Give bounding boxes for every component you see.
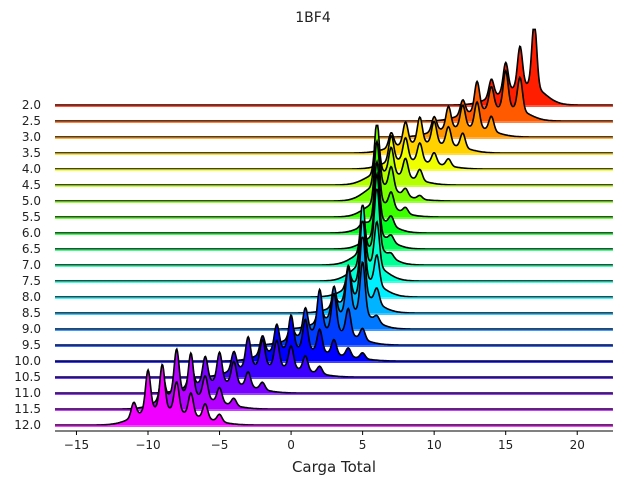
- ridge-line-10.0: [55, 313, 613, 362]
- ridge-line-9.0: [55, 260, 613, 330]
- x-tick-label: 0: [287, 438, 295, 452]
- y-tick-label: 11.0: [14, 386, 41, 400]
- ridge-line-9.5: [55, 287, 613, 346]
- ridge-line-4.0: [55, 134, 613, 170]
- ridge-line-2.5: [55, 69, 613, 122]
- ridge-line-12.0: [55, 362, 613, 426]
- y-tick-label: 2.5: [22, 114, 41, 128]
- ridge-line-3.0: [55, 100, 613, 138]
- ridge-line-6.5: [55, 171, 613, 250]
- y-tick-label: 7.0: [22, 258, 41, 272]
- x-tick-label: −15: [64, 438, 89, 452]
- ridge-area-3.0: [55, 102, 613, 137]
- ridge-line-7.0: [55, 188, 613, 266]
- ridge-line-4.5: [55, 127, 613, 186]
- y-tick-label: 10.0: [14, 354, 41, 368]
- y-tick-label: 5.5: [22, 210, 41, 224]
- ridge-area-2.5: [55, 70, 613, 121]
- y-tick-label: 9.5: [22, 338, 41, 352]
- ridge-area-6.0: [55, 161, 613, 233]
- y-tick-label: 4.0: [22, 162, 41, 176]
- x-tick-label: 10: [427, 438, 442, 452]
- y-tick-label: 2.0: [22, 98, 41, 112]
- ridge-area-2.0: [55, 29, 613, 105]
- x-tick-label: 15: [498, 438, 513, 452]
- chart-title: 1BF4: [295, 10, 331, 26]
- x-axis: −15 −10 −5 0 5 10 15 20: [55, 430, 613, 452]
- ridge-line-7.5: [55, 204, 613, 282]
- ridge-line-5.0: [55, 124, 613, 202]
- ridge-line-6.0: [55, 159, 613, 234]
- x-tick-label: 5: [359, 438, 367, 452]
- ridge-line-2.0: [55, 28, 613, 106]
- ridges: [55, 28, 613, 427]
- y-tick-labels: 2.0 2.5 3.0 3.5 4.0 4.5 5.0 5.5 6.0 6.5 7.0 7.5 8.0 8…: [14, 98, 41, 432]
- y-tick-label: 6.5: [22, 242, 41, 256]
- x-tick-label: −5: [211, 438, 229, 452]
- y-tick-label: 12.0: [14, 418, 41, 432]
- x-axis-label: Carga Total: [292, 458, 376, 476]
- y-tick-label: 7.5: [22, 274, 41, 288]
- ridge-area-10.0: [55, 315, 613, 361]
- y-tick-label: 11.5: [14, 402, 41, 416]
- ridge-line-5.5: [55, 138, 613, 218]
- y-tick-label: 3.5: [22, 146, 41, 160]
- y-tick-label: 8.0: [22, 290, 41, 304]
- y-tick-label: 9.0: [22, 322, 41, 336]
- y-tick-label: 6.0: [22, 226, 41, 240]
- y-tick-label: 3.0: [22, 130, 41, 144]
- y-tick-label: 5.0: [22, 194, 41, 208]
- ridge-line-3.5: [55, 115, 613, 154]
- x-tick-label: −10: [135, 438, 160, 452]
- y-tick-label: 4.5: [22, 178, 41, 192]
- ridge-area-11.5: [55, 349, 613, 409]
- y-tick-label: 10.5: [14, 370, 41, 384]
- ridge-area-9.5: [55, 289, 613, 345]
- x-tick-label: 20: [570, 438, 585, 452]
- y-tick-label: 8.5: [22, 306, 41, 320]
